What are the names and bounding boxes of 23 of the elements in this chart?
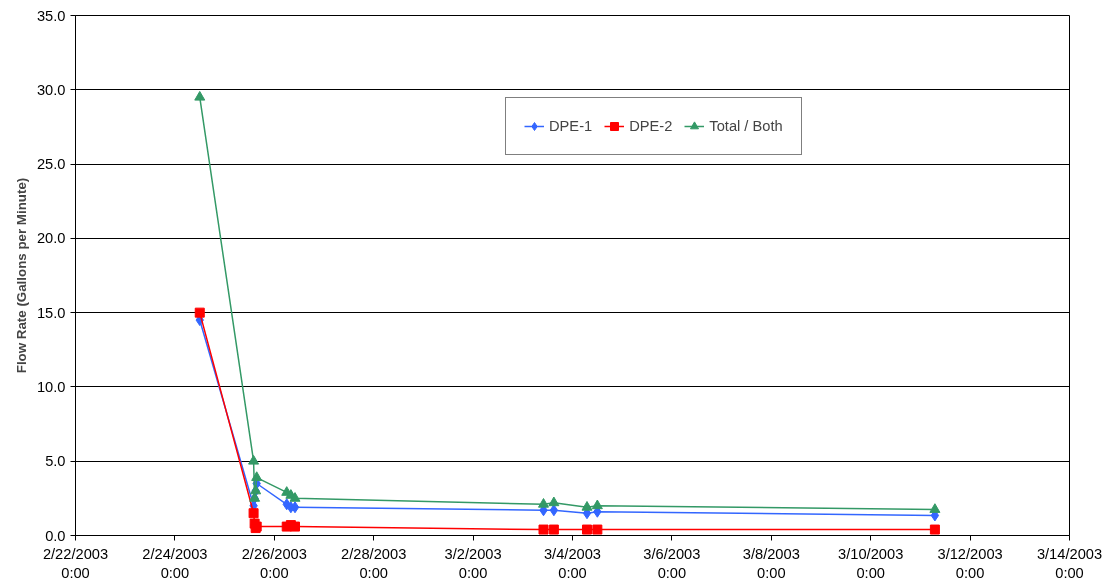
y-tick-label: 25.0 <box>36 156 66 173</box>
x-tick-label: 2/22/2003 0:00 <box>42 545 109 581</box>
x-tick-label: 2/28/2003 0:00 <box>341 545 407 581</box>
y-tick-label: 30.0 <box>36 81 66 98</box>
x-tick-label: 3/14/2003 0:00 <box>1036 545 1103 581</box>
y-tick-label: 10.0 <box>36 378 66 395</box>
x-tick-label: 3/8/2003 0:00 <box>742 545 800 581</box>
x-tick-label: 3/4/2003 0:00 <box>543 545 602 581</box>
x-tick-label: 3/12/2003 0:00 <box>937 545 1003 581</box>
y-tick-label: 20.0 <box>36 230 66 247</box>
legend-label: Total / Both <box>709 118 783 134</box>
x-tick-label: 2/24/2003 0:00 <box>142 545 208 581</box>
y-tick-label: 15.0 <box>36 304 66 321</box>
x-tick-label: 3/6/2003 0:00 <box>643 545 701 581</box>
y-tick-label: 0.0 <box>45 527 66 544</box>
legend-label: DPE-2 <box>629 118 673 134</box>
y-axis-title: Flow Rate (Gallons per Minute) <box>13 177 29 374</box>
y-tick-label: 35.0 <box>36 7 66 24</box>
x-tick-label: 3/2/2003 0:00 <box>444 545 502 581</box>
x-tick-label: 2/26/2003 0:00 <box>241 545 307 581</box>
y-tick-label: 5.0 <box>45 453 66 470</box>
x-tick-label: 3/10/2003 0:00 <box>838 545 904 581</box>
legend-label: DPE-1 <box>549 118 593 134</box>
